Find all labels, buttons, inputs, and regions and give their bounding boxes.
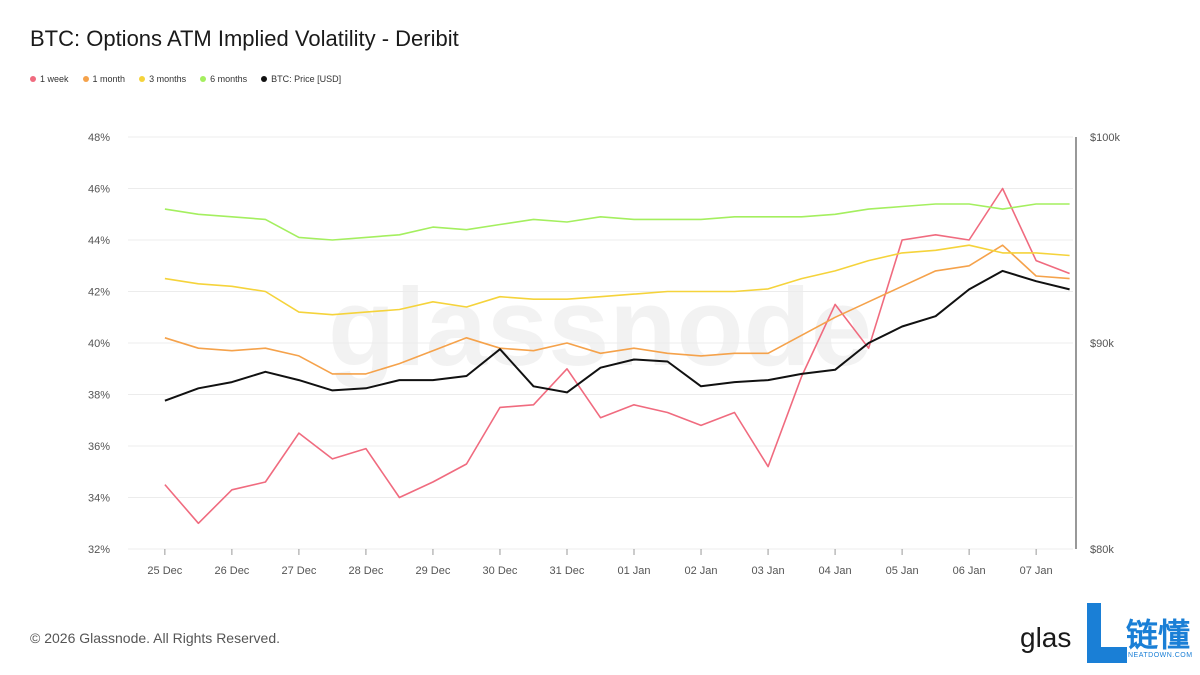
brand-cn: 链懂 xyxy=(1126,616,1191,654)
legend-label: BTC: Price [USD] xyxy=(271,74,342,84)
x-tick-label: 28 Dec xyxy=(348,565,383,577)
y-right-tick-label: $100k xyxy=(1090,132,1120,144)
x-tick-label: 07 Jan xyxy=(1020,565,1053,577)
y-right-tick-label: $80k xyxy=(1090,544,1114,556)
legend-dot-icon xyxy=(200,76,207,82)
x-tick-label: 03 Jan xyxy=(752,565,785,577)
axes: 32% 34% 36% 38% 40% 42% 44% 46% 48% $80k $90k $100k… xyxy=(88,132,1121,577)
legend-dot-icon xyxy=(139,76,146,82)
legend-dot-icon xyxy=(82,76,89,82)
y-left-tick-label: 46% xyxy=(88,184,110,196)
grid xyxy=(128,136,1073,550)
series-group xyxy=(164,187,1070,525)
x-tick-label: 29 Dec xyxy=(416,565,451,577)
x-tick-label: 27 Dec xyxy=(281,565,316,577)
x-tick-label: 01 Jan xyxy=(617,565,650,577)
y-left-tick-label: 36% xyxy=(88,441,110,453)
brand-sub: NEATDOWN.COM xyxy=(1128,652,1193,659)
x-tick-label: 25 Dec xyxy=(147,565,182,577)
brand-mark-icon xyxy=(1087,603,1127,663)
legend-dot-icon xyxy=(30,76,36,82)
x-tick-label: 02 Jan xyxy=(685,565,718,577)
series-line-3-months xyxy=(164,244,1070,316)
legend-dot-icon xyxy=(261,76,268,82)
x-tick-label: 26 Dec xyxy=(214,565,249,577)
y-left-tick-label: 44% xyxy=(88,235,110,247)
copyright: © 2026 Glassnode. All Rights Reserved. xyxy=(30,630,281,646)
legend-item[interactable]: 6 months xyxy=(200,74,247,84)
x-tick-label: 30 Dec xyxy=(483,565,518,577)
y-left-tick-label: 48% xyxy=(88,132,110,144)
y-right-tick-label: $90k xyxy=(1090,338,1114,350)
y-left-tick-label: 40% xyxy=(88,338,110,350)
x-tick-label: 31 Dec xyxy=(550,565,585,577)
chart-title: BTC: Options ATM Implied Volatility - De… xyxy=(30,26,459,51)
legend-label: 1 week xyxy=(40,74,69,84)
legend-item[interactable]: BTC: Price [USD] xyxy=(261,74,341,84)
x-tick-label: 04 Jan xyxy=(819,565,852,577)
y-left-tick-label: 42% xyxy=(88,287,110,299)
series-line-1-week xyxy=(164,187,1070,525)
x-tick-label: 06 Jan xyxy=(953,565,986,577)
legend-item[interactable]: 1 week xyxy=(30,74,69,84)
y-left-tick-label: 34% xyxy=(88,493,110,505)
y-left-tick-label: 32% xyxy=(88,544,110,556)
legend-item[interactable]: 3 months xyxy=(139,74,186,84)
series-line-6-months xyxy=(164,203,1070,241)
series-line-1-month xyxy=(164,244,1070,375)
legend-label: 1 month xyxy=(92,74,126,84)
legend-label: 6 months xyxy=(210,74,248,84)
x-tick-label: 05 Jan xyxy=(886,565,919,577)
legend-item[interactable]: 1 month xyxy=(82,74,126,84)
series-line-btc-price-usd xyxy=(164,269,1070,402)
y-left-tick-label: 38% xyxy=(88,390,110,402)
brand-text: glas xyxy=(1020,622,1072,653)
legend-label: 3 months xyxy=(149,74,187,84)
legend: 1 week 1 month 3 months 6 months BTC: Price … xyxy=(30,74,341,84)
watermark: glassnode xyxy=(328,266,872,389)
